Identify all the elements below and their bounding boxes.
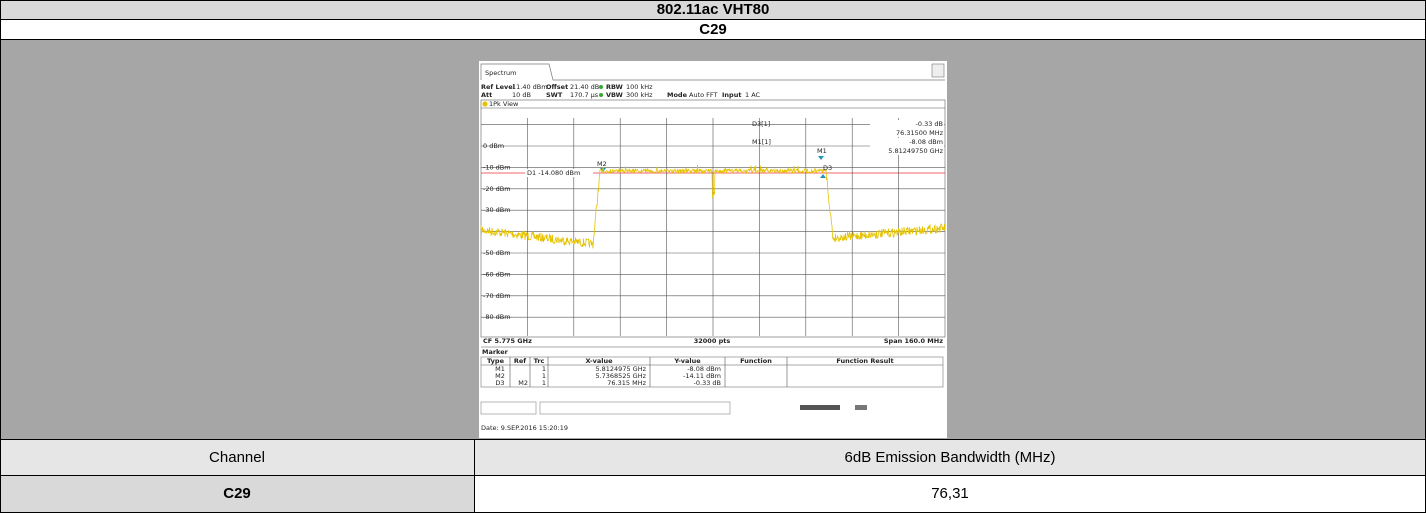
- plot-frame: [480, 99, 946, 338]
- y-label: -50 dBm: [483, 249, 511, 257]
- marker-cell: 1: [542, 379, 546, 387]
- marker-info-x: 76.31500 MHz: [896, 129, 944, 137]
- column-header: Ref: [514, 357, 526, 365]
- setting-label: Offset: [546, 83, 568, 91]
- column-header: Function: [740, 357, 772, 365]
- marker-cell: D3: [495, 379, 504, 387]
- label-bg: [525, 169, 593, 177]
- subtitle: C29: [699, 21, 727, 38]
- marker-cell: M1: [495, 365, 505, 373]
- header-channel: Channel: [209, 449, 265, 466]
- column-header: X-value: [585, 357, 613, 365]
- column-header: Y-value: [673, 357, 701, 365]
- header-bandwidth: 6dB Emission Bandwidth (MHz): [845, 449, 1056, 466]
- column-header: Function Result: [836, 357, 893, 365]
- marker-flag: D3: [823, 164, 832, 172]
- marker-d3: [820, 174, 826, 178]
- tab-label: Spectrum: [485, 69, 517, 77]
- tab-outline: [480, 63, 945, 81]
- setting-value: 11.40 dBm: [512, 83, 548, 91]
- y-label: -80 dBm: [483, 313, 511, 321]
- setting-value: 170.7 µs: [570, 91, 599, 99]
- marker-info-name: M1[1]: [752, 138, 771, 146]
- setting-value: 1 AC: [745, 91, 761, 99]
- row-cell: [0, 475, 475, 513]
- trace-dot: [482, 101, 488, 107]
- info-bg: [870, 138, 944, 155]
- icon: [931, 63, 945, 78]
- marker-cell: 1: [542, 372, 546, 380]
- date: Date: 9.SEP.2016 15:20:19: [481, 424, 568, 432]
- row-cell: [474, 475, 1426, 513]
- setting-label: VBW: [606, 91, 623, 99]
- marker-info-y: -8.08 dBm: [909, 138, 943, 146]
- setting-label: SWT: [546, 91, 563, 99]
- y-label: -60 dBm: [483, 270, 511, 278]
- marker-m1: [818, 156, 824, 160]
- marker-cell: 76.315 MHz: [607, 379, 646, 387]
- status-bar: [855, 405, 867, 410]
- marker-cell: M2: [518, 379, 528, 387]
- setting-label: Mode: [667, 91, 688, 99]
- y-label: -10 dBm: [483, 163, 511, 171]
- marker-flag: M2: [597, 160, 607, 168]
- channel: C29: [223, 485, 251, 502]
- marker-info-y: -0.33 dB: [916, 120, 943, 128]
- marker-title: Marker: [482, 348, 509, 356]
- y-label: -30 dBm: [483, 206, 511, 214]
- setting-value: 100 kHz: [626, 83, 653, 91]
- y-label: -70 dBm: [483, 292, 511, 300]
- marker-table: [480, 356, 944, 388]
- marker-cell: -14.11 dBm: [683, 372, 721, 380]
- points: 32000 pts: [694, 337, 731, 345]
- status-box: [539, 401, 731, 415]
- setting-label: Att: [481, 91, 492, 99]
- marker-info-x: 5.81249750 GHz: [888, 147, 943, 155]
- status-bar: [800, 405, 840, 410]
- column-header: Trc: [534, 357, 545, 365]
- info-bg: [870, 120, 944, 137]
- marker-cell: 5.7368525 GHz: [595, 372, 646, 380]
- status-box: [480, 401, 537, 415]
- span: Span 160.0 MHz: [884, 337, 943, 345]
- setting-label: RBW: [606, 83, 623, 91]
- marker-m2: [600, 168, 606, 172]
- trace: [480, 164, 946, 249]
- display-line-label: D1 -14.080 dBm: [527, 169, 580, 177]
- setting-value: 21.40 dB: [570, 83, 599, 91]
- setting-value: Auto FFT: [689, 91, 718, 99]
- setting-label: Ref Level: [481, 83, 515, 91]
- column-header: Type: [487, 357, 505, 365]
- view-label: 1Pk View: [489, 100, 519, 108]
- dot: [599, 93, 603, 97]
- dot: [599, 85, 603, 89]
- bandwidth: 76,31: [931, 485, 969, 502]
- marker-cell: -0.33 dB: [694, 379, 721, 387]
- marker-info-name: D3[1]: [752, 120, 770, 128]
- marker-cell: 5.8124975 GHz: [595, 365, 646, 373]
- setting-value: 300 kHz: [626, 91, 653, 99]
- marker-flag: M1: [817, 147, 827, 155]
- marker-cell: -8.08 dBm: [687, 365, 721, 373]
- y-label: 0 dBm: [483, 142, 504, 150]
- setting-value: 10 dB: [512, 91, 531, 99]
- title: 802.11ac VHT80: [657, 1, 770, 18]
- y-label: -20 dBm: [483, 185, 511, 193]
- marker-cell: M2: [495, 372, 505, 380]
- setting-label: Input: [722, 91, 741, 99]
- center-freq: CF 5.775 GHz: [483, 337, 532, 345]
- marker-cell: 1: [542, 365, 546, 373]
